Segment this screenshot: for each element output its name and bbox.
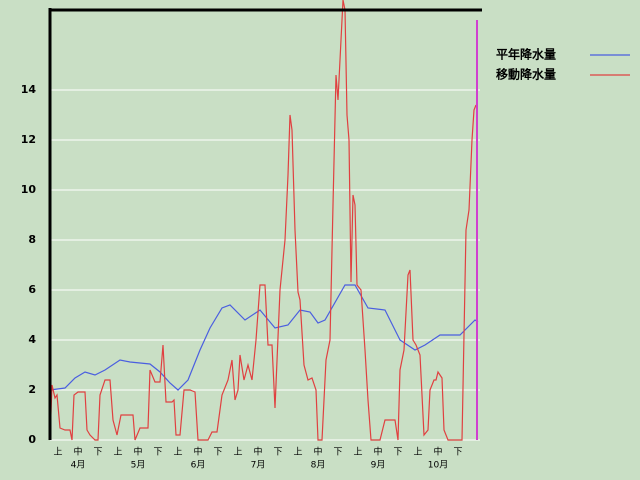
- x-tick-label: 下: [93, 448, 102, 458]
- y-tick-label: 4: [28, 333, 36, 346]
- x-tick-label: 中: [253, 446, 262, 458]
- x-tick-label: 上: [353, 447, 362, 458]
- y-tick-label: 10: [21, 183, 37, 196]
- y-tick-label: 6: [28, 283, 36, 296]
- x-tick-label: 中: [73, 446, 82, 458]
- x-tick-label: 中: [373, 446, 382, 458]
- legend-label: 平年降水量: [496, 47, 556, 62]
- series-line: [49, 0, 477, 441]
- month-label: 5月: [131, 460, 146, 471]
- x-tick-label: 下: [333, 448, 342, 458]
- month-label: 4月: [71, 460, 86, 471]
- y-tick-label: 0: [28, 433, 36, 446]
- series-line: [49, 284, 479, 391]
- grid: [50, 89, 480, 441]
- x-tick-label: 上: [53, 447, 62, 458]
- x-tick-label: 中: [313, 446, 322, 458]
- month-label: 10月: [428, 460, 448, 471]
- y-tick-label: 14: [21, 83, 37, 96]
- x-tick-label: 下: [213, 448, 222, 458]
- y-tick-label: 8: [28, 233, 36, 246]
- y-tick-label: 12: [21, 133, 36, 146]
- x-tick-label: 中: [193, 446, 202, 458]
- x-tick-label: 下: [453, 448, 462, 458]
- x-tick-label: 上: [113, 447, 122, 458]
- legend-label: 移動降水量: [496, 67, 556, 82]
- x-tick-label: 下: [393, 448, 402, 458]
- x-tick-label: 下: [273, 448, 282, 458]
- plot: [49, 0, 479, 441]
- month-label: 6月: [191, 460, 206, 471]
- month-label: 9月: [371, 460, 386, 471]
- x-tick-label: 下: [153, 448, 162, 458]
- month-label: 8月: [311, 460, 326, 471]
- y-tick-label: 2: [28, 383, 36, 396]
- month-label: 7月: [251, 460, 266, 471]
- x-tick-label: 上: [293, 447, 302, 458]
- x-tick-label: 上: [413, 447, 422, 458]
- x-tick-label: 上: [233, 447, 242, 458]
- x-tick-label: 中: [133, 446, 142, 458]
- x-tick-label: 上: [173, 447, 182, 458]
- x-tick-label: 中: [433, 446, 442, 458]
